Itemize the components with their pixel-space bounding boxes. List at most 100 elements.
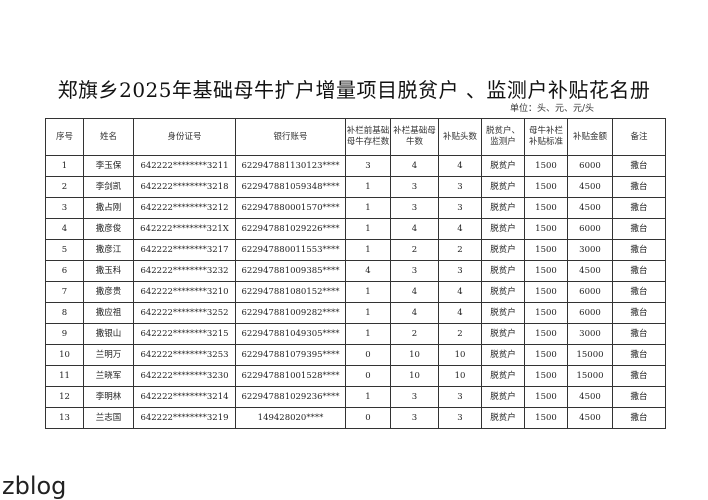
table-cell: 撒台 <box>612 386 666 408</box>
table-cell: 撒彦俊 <box>83 218 134 240</box>
column-header: 姓名 <box>83 118 134 156</box>
table-cell: 0 <box>345 407 391 429</box>
table-row: 13 兰志国 642222********3219 149428020**** 0 3 3 脱… <box>45 407 666 429</box>
table-cell: 1500 <box>524 407 568 429</box>
table-cell: 1 <box>345 218 391 240</box>
table-cell: 脱贫户 <box>481 323 525 345</box>
table-cell: 脱贫户 <box>481 260 525 282</box>
table-cell: 3 <box>390 407 439 429</box>
table-cell: 撒台 <box>612 407 666 429</box>
table-cell: 622947881009282**** <box>235 302 346 324</box>
table-cell: 撒台 <box>612 155 666 177</box>
table-cell: 脱贫户 <box>481 218 525 240</box>
table-row: 6 撒玉科 642222********3232 622947881009385***… <box>45 260 666 282</box>
table-cell: 0 <box>345 365 391 387</box>
table-cell: 2 <box>438 323 482 345</box>
table-cell: 撒台 <box>612 197 666 219</box>
table-cell: 撒彦贵 <box>83 281 134 303</box>
table-cell: 622947881009385**** <box>235 260 346 282</box>
table-cell: 4 <box>390 302 439 324</box>
table-cell: 6 <box>45 260 84 282</box>
table-row: 12 李明林 642222********3214 622947881029236**… <box>45 386 666 408</box>
table-cell: 1500 <box>524 239 568 261</box>
column-header: 补栏基础母牛数 <box>390 118 439 156</box>
table-cell: 1500 <box>524 323 568 345</box>
table-cell: 4 <box>438 218 482 240</box>
table-cell: 4 <box>438 281 482 303</box>
table-cell: 622947881001528**** <box>235 365 346 387</box>
unit-note: 单位：头、元、元/头 <box>510 104 595 114</box>
table-cell: 撒应祖 <box>83 302 134 324</box>
table-cell: 撒台 <box>612 323 666 345</box>
table-cell: 3 <box>438 260 482 282</box>
table-cell: 642222********3218 <box>133 176 236 198</box>
table-cell: 11 <box>45 365 84 387</box>
table-cell: 5 <box>45 239 84 261</box>
table-cell: 脱贫户 <box>481 407 525 429</box>
table-cell: 642222********3210 <box>133 281 236 303</box>
table-cell: 13 <box>45 407 84 429</box>
column-header: 脱贫户、监测户 <box>481 118 525 156</box>
table-row: 4 撒彦俊 642222********321X 622947881029226***… <box>45 218 666 240</box>
table-cell: 1500 <box>524 281 568 303</box>
table-cell: 脱贫户 <box>481 386 525 408</box>
table-cell: 622947881029236**** <box>235 386 346 408</box>
table-cell: 12 <box>45 386 84 408</box>
table-cell: 6000 <box>567 155 613 177</box>
table-cell: 4 <box>390 281 439 303</box>
table-cell: 642222********3215 <box>133 323 236 345</box>
column-header: 补贴头数 <box>438 118 482 156</box>
table-cell: 1500 <box>524 218 568 240</box>
table-cell: 4 <box>390 218 439 240</box>
table-cell: 642222********3217 <box>133 239 236 261</box>
table-cell: 622947881080152**** <box>235 281 346 303</box>
table-cell: 脱贫户 <box>481 155 525 177</box>
table-cell: 10 <box>438 365 482 387</box>
table-cell: 10 <box>438 344 482 366</box>
table-cell: 1 <box>345 239 391 261</box>
table-cell: 622947881130123**** <box>235 155 346 177</box>
table-cell: 1 <box>345 176 391 198</box>
column-header: 补贴金额 <box>567 118 613 156</box>
table-cell: 642222********321X <box>133 218 236 240</box>
table-cell: 10 <box>390 344 439 366</box>
document-title: 郑旗乡2025年基础母牛扩户增量项目脱贫户 、监测户补贴花名册 <box>57 78 651 102</box>
watermark: zblog <box>2 472 67 500</box>
table-cell: 撒彦江 <box>83 239 134 261</box>
table-cell: 脱贫户 <box>481 365 525 387</box>
table-cell: 642222********3214 <box>133 386 236 408</box>
column-header: 序号 <box>45 118 84 156</box>
table-row: 11 兰晓军 642222********3230 622947881001528**… <box>45 365 666 387</box>
table-cell: 622947880001570**** <box>235 197 346 219</box>
table-cell: 4 <box>438 302 482 324</box>
table-cell: 1500 <box>524 365 568 387</box>
table-cell: 6000 <box>567 302 613 324</box>
table-cell: 15000 <box>567 344 613 366</box>
table-row: 5 撒彦江 642222********3217 622947880011553***… <box>45 239 666 261</box>
table-cell: 10 <box>390 365 439 387</box>
table-row: 8 撒应祖 642222********3252 622947881009282***… <box>45 302 666 324</box>
table-cell: 1 <box>345 197 391 219</box>
table-row: 10 兰明万 642222********3253 622947881079395**… <box>45 344 666 366</box>
table-cell: 3 <box>438 197 482 219</box>
table-header-row: 序号 姓名 身份证号 银行账号 补栏前基础母牛存栏数 补栏基础母牛数 补贴头数 脱贫户、监测户… <box>45 118 666 156</box>
table-cell: 撒台 <box>612 218 666 240</box>
table-cell: 2 <box>438 239 482 261</box>
table-cell: 1 <box>45 155 84 177</box>
table-row: 2 李剑凯 642222********3218 622947881059348***… <box>45 176 666 198</box>
column-header: 备注 <box>612 118 666 156</box>
table-cell: 2 <box>390 239 439 261</box>
table-cell: 李剑凯 <box>83 176 134 198</box>
table-cell: 撒台 <box>612 239 666 261</box>
table-cell: 642222********3212 <box>133 197 236 219</box>
table-cell: 脱贫户 <box>481 197 525 219</box>
table-cell: 622947881029226**** <box>235 218 346 240</box>
table-row: 7 撒彦贵 642222********3210 622947881080152***… <box>45 281 666 303</box>
table-row: 1 李玉保 642222********3211 622947881130123***… <box>45 155 666 177</box>
table-cell: 兰晓军 <box>83 365 134 387</box>
table-cell: 642222********3232 <box>133 260 236 282</box>
table-cell: 1500 <box>524 155 568 177</box>
table-cell: 兰明万 <box>83 344 134 366</box>
table-cell: 1 <box>345 323 391 345</box>
table-cell: 1500 <box>524 260 568 282</box>
